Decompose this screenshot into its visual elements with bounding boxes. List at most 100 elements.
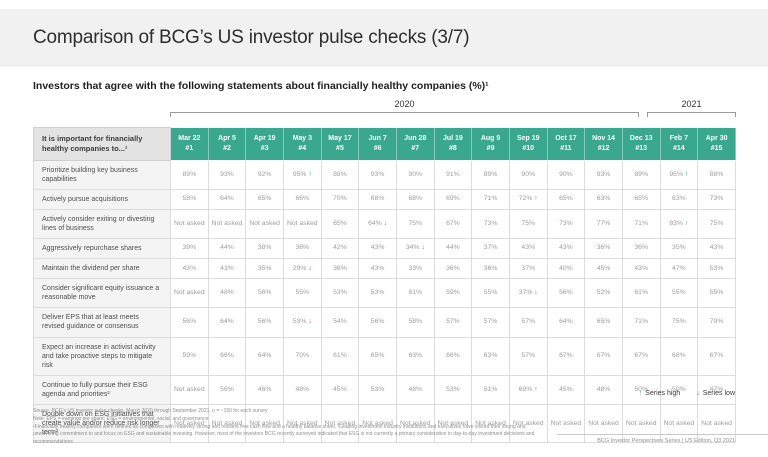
year-group-2020: 2020 bbox=[170, 99, 639, 118]
data-cell: 68% bbox=[395, 188, 435, 210]
data-cell: 67% bbox=[621, 336, 661, 376]
data-cell: 93% bbox=[584, 159, 623, 190]
data-cell: 65% bbox=[320, 208, 360, 239]
footnote-source: Source: BCG’s US investor pulse checks, … bbox=[33, 408, 268, 414]
data-cell: Not asked bbox=[471, 403, 510, 444]
table-row: Maintain the dividend per share 43% 43% 35%… bbox=[33, 258, 736, 280]
data-cell: 55% bbox=[471, 278, 510, 309]
year-label: 2021 bbox=[681, 99, 702, 109]
data-cell: 48% bbox=[395, 374, 435, 406]
data-cell: 47% bbox=[659, 258, 699, 280]
data-cell: 75% bbox=[697, 208, 736, 239]
up-arrow-icon: ↑ bbox=[638, 390, 643, 397]
row-label: Actively pursue acquisitions bbox=[33, 188, 171, 210]
legend-high-label: Series high bbox=[645, 390, 681, 397]
data-cell: 36% bbox=[471, 258, 510, 280]
data-cell: 67% bbox=[546, 336, 586, 376]
row-label: Expect an increase in activist activity … bbox=[33, 336, 171, 376]
row-label: Deliver EPS that at least meets revised … bbox=[33, 307, 171, 338]
series-legend: ↑ Series high ↓ Series low bbox=[639, 390, 735, 397]
series-high-arrow-icon: ↑ bbox=[684, 170, 689, 178]
data-cell: 65% bbox=[584, 307, 623, 338]
data-cell: 65% bbox=[245, 188, 284, 210]
data-cell: Not asked bbox=[320, 403, 360, 444]
legend-series-high: ↑ Series high bbox=[639, 390, 681, 397]
legend-series-low: ↓ Series low bbox=[696, 390, 735, 397]
data-cell: 67% bbox=[697, 336, 736, 376]
data-cell: 57% bbox=[433, 307, 473, 338]
year-groups: 2020 2021 bbox=[170, 99, 737, 118]
data-cell: 71% bbox=[471, 188, 510, 210]
data-cell: 65% bbox=[358, 336, 397, 376]
footnote-note: Note: EPS = earnings per share; ESG = en… bbox=[33, 415, 209, 422]
data-cell: 89% bbox=[170, 159, 209, 190]
data-cell: 68% bbox=[659, 336, 699, 376]
data-cell: Not asked bbox=[282, 208, 322, 239]
col-header-1: Mar 22 #1 bbox=[170, 127, 209, 161]
footer-series-label: BCG Investor Perspectives Series | US Ed… bbox=[557, 434, 768, 444]
data-cell: 64% bbox=[207, 188, 247, 210]
data-cell: 44% bbox=[207, 237, 247, 260]
data-cell: 43% bbox=[697, 237, 736, 260]
table-row: Aggressively repurchase shares 39% 44% 38% 3… bbox=[33, 237, 736, 260]
data-cell: 61% bbox=[320, 336, 360, 376]
data-cell: 63% bbox=[584, 188, 623, 210]
data-cell: 37% bbox=[471, 237, 510, 260]
year-group-2021: 2021 bbox=[646, 99, 737, 118]
data-cell: 35% bbox=[245, 258, 284, 280]
year-bracket-line bbox=[170, 112, 639, 118]
data-cell: 36% bbox=[584, 237, 623, 260]
data-cell: 43% bbox=[621, 258, 661, 280]
data-cell: 65% bbox=[621, 188, 661, 210]
data-cell: 69% bbox=[433, 188, 473, 210]
col-header-7: Jun 28 #7 bbox=[395, 127, 435, 161]
table-row: Actively pursue acquisitions 58% 64% 65% 66%… bbox=[33, 188, 736, 210]
data-cell: 39% bbox=[170, 237, 209, 260]
series-low-arrow-icon: ↓ bbox=[308, 318, 312, 326]
series-high-arrow-icon: ↑ bbox=[308, 170, 312, 178]
data-cell: Not asked bbox=[621, 403, 661, 444]
data-cell: 53% bbox=[433, 374, 473, 406]
chart-subtitle: Investors that agree with the following … bbox=[33, 80, 489, 92]
data-cell: 95% ↑ bbox=[282, 159, 322, 190]
data-cell: Not asked bbox=[282, 403, 322, 444]
data-cell: 56% bbox=[358, 307, 397, 338]
data-cell: 66% bbox=[282, 188, 322, 210]
data-cell: 45% bbox=[584, 258, 623, 280]
data-cell: 42% bbox=[320, 237, 360, 260]
series-low-arrow-icon: ↓ bbox=[534, 289, 538, 297]
col-header-11: Oct 17 #11 bbox=[546, 127, 586, 161]
row-label: Prioritize building key business capabil… bbox=[33, 159, 171, 190]
col-header-12: Nov 14 #12 bbox=[584, 127, 623, 161]
table-row: Prioritize building key business capabil… bbox=[33, 159, 736, 190]
data-cell: 48% bbox=[584, 374, 623, 406]
col-header-2: Apr 5 #2 bbox=[207, 127, 247, 161]
data-cell: 38% bbox=[245, 237, 284, 260]
pulse-table: It is important for financially healthy … bbox=[33, 127, 736, 444]
data-cell: 45% bbox=[546, 374, 586, 406]
series-high-arrow-icon: ↑ bbox=[684, 219, 689, 227]
series-low-arrow-icon: ↓ bbox=[383, 219, 388, 227]
data-cell: 61% bbox=[621, 278, 661, 309]
data-cell: 71% bbox=[621, 307, 661, 338]
data-cell: 56% bbox=[245, 307, 284, 338]
data-cell: 47% bbox=[697, 374, 736, 406]
data-cell: 34% ↓ bbox=[395, 237, 435, 260]
data-cell: 43% bbox=[170, 258, 209, 280]
footnote-definitions: ¹Financially healthy companies were defi… bbox=[33, 423, 535, 446]
data-cell: 66% bbox=[433, 336, 473, 376]
data-cell: 95% ↑ bbox=[659, 159, 699, 190]
data-cell: 79% bbox=[697, 307, 736, 338]
data-cell: 36% bbox=[282, 237, 322, 260]
data-cell: 70% bbox=[282, 336, 322, 376]
year-bracket-line bbox=[646, 112, 737, 118]
series-high-arrow-icon: ↑ bbox=[534, 195, 538, 203]
data-cell: 46% bbox=[245, 374, 284, 406]
data-cell: 53% bbox=[697, 258, 736, 280]
col-header-8: Jul 19 #8 bbox=[433, 127, 473, 161]
data-cell: Not asked bbox=[395, 403, 435, 444]
data-cell: 58% bbox=[395, 307, 435, 338]
data-cell: 69% ↑ bbox=[508, 374, 548, 406]
data-cell: 56% bbox=[546, 278, 586, 309]
data-cell: 89% bbox=[471, 159, 510, 190]
